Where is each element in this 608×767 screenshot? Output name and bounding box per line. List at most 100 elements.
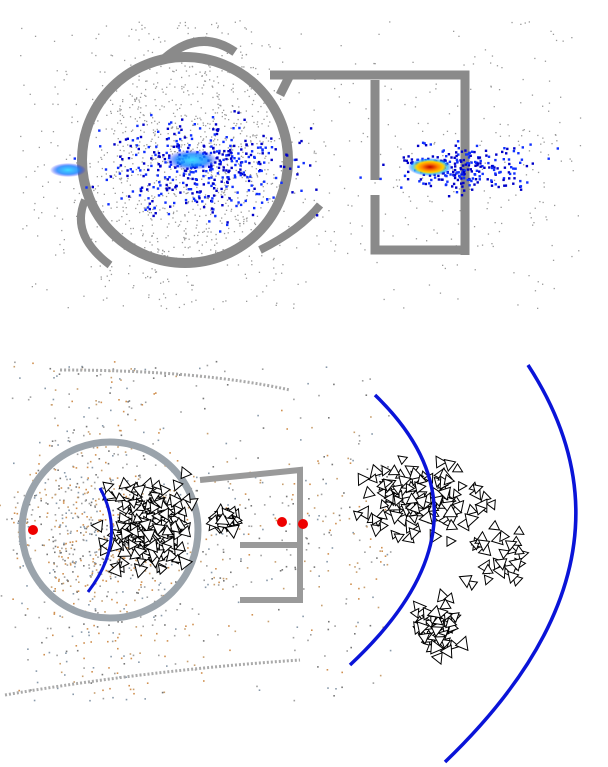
point xyxy=(116,206,118,208)
point xyxy=(354,566,356,568)
point xyxy=(97,161,99,163)
point xyxy=(470,170,473,173)
point-cloud xyxy=(20,20,582,310)
point xyxy=(112,556,115,559)
point xyxy=(180,115,182,117)
point xyxy=(374,63,376,65)
point xyxy=(542,201,544,204)
point xyxy=(213,187,216,190)
point xyxy=(183,230,185,232)
point xyxy=(122,305,124,307)
point xyxy=(175,581,177,583)
point xyxy=(481,172,484,176)
camera-pose xyxy=(140,529,156,544)
point xyxy=(181,118,184,121)
point xyxy=(152,208,154,211)
point xyxy=(88,518,91,521)
point xyxy=(429,200,431,202)
point xyxy=(112,632,114,634)
point xyxy=(462,177,466,180)
point xyxy=(89,699,91,702)
point xyxy=(226,461,229,463)
camera-pose xyxy=(120,526,134,541)
point xyxy=(175,104,177,106)
point xyxy=(467,162,471,165)
point xyxy=(302,201,304,204)
point xyxy=(112,187,115,189)
camera-pose xyxy=(115,521,127,532)
point xyxy=(126,387,128,390)
point xyxy=(94,506,96,508)
point xyxy=(150,164,153,168)
point xyxy=(214,202,216,204)
point xyxy=(181,241,184,244)
point xyxy=(257,162,260,165)
point xyxy=(240,148,243,151)
point xyxy=(94,188,97,190)
point xyxy=(139,474,141,477)
point xyxy=(317,666,319,668)
point xyxy=(351,205,353,207)
point xyxy=(62,573,64,575)
point xyxy=(210,176,213,179)
heat-spot xyxy=(408,158,452,176)
point xyxy=(93,595,96,598)
point xyxy=(106,152,108,154)
point xyxy=(23,494,26,497)
point xyxy=(226,221,229,224)
point xyxy=(133,692,135,695)
point xyxy=(167,192,170,194)
point xyxy=(135,626,138,628)
point xyxy=(161,691,164,694)
point xyxy=(442,210,444,212)
point xyxy=(571,37,573,39)
point xyxy=(466,161,469,165)
point xyxy=(235,457,237,460)
point xyxy=(519,188,523,191)
point xyxy=(54,514,57,516)
camera-pose xyxy=(224,524,241,540)
point xyxy=(216,543,219,546)
point xyxy=(370,561,373,563)
point xyxy=(139,652,141,654)
point xyxy=(126,611,128,613)
point xyxy=(200,107,202,109)
point xyxy=(455,186,458,189)
point xyxy=(65,650,68,653)
camera-pose xyxy=(405,482,416,494)
point xyxy=(119,108,121,110)
point xyxy=(91,598,94,600)
point xyxy=(278,608,280,611)
point xyxy=(245,277,248,279)
point xyxy=(230,127,232,129)
point xyxy=(501,222,503,225)
point xyxy=(315,214,319,217)
camera-pose xyxy=(161,524,174,536)
point xyxy=(76,530,78,532)
point xyxy=(146,682,149,684)
point xyxy=(235,204,238,208)
point xyxy=(147,210,149,212)
point xyxy=(230,111,232,113)
point xyxy=(273,174,275,176)
point xyxy=(182,174,185,177)
point xyxy=(146,80,148,82)
point xyxy=(120,182,123,184)
point xyxy=(73,188,75,190)
point xyxy=(281,409,283,412)
point xyxy=(110,207,112,209)
point xyxy=(206,432,209,435)
point xyxy=(297,283,299,285)
point xyxy=(294,649,296,652)
point xyxy=(193,664,196,666)
point xyxy=(51,440,54,442)
point xyxy=(389,21,391,23)
point xyxy=(246,135,248,137)
point xyxy=(98,33,100,35)
point xyxy=(502,158,505,161)
point xyxy=(89,433,91,435)
point xyxy=(100,573,103,576)
point xyxy=(239,133,242,135)
point xyxy=(159,165,162,168)
point xyxy=(209,79,211,81)
